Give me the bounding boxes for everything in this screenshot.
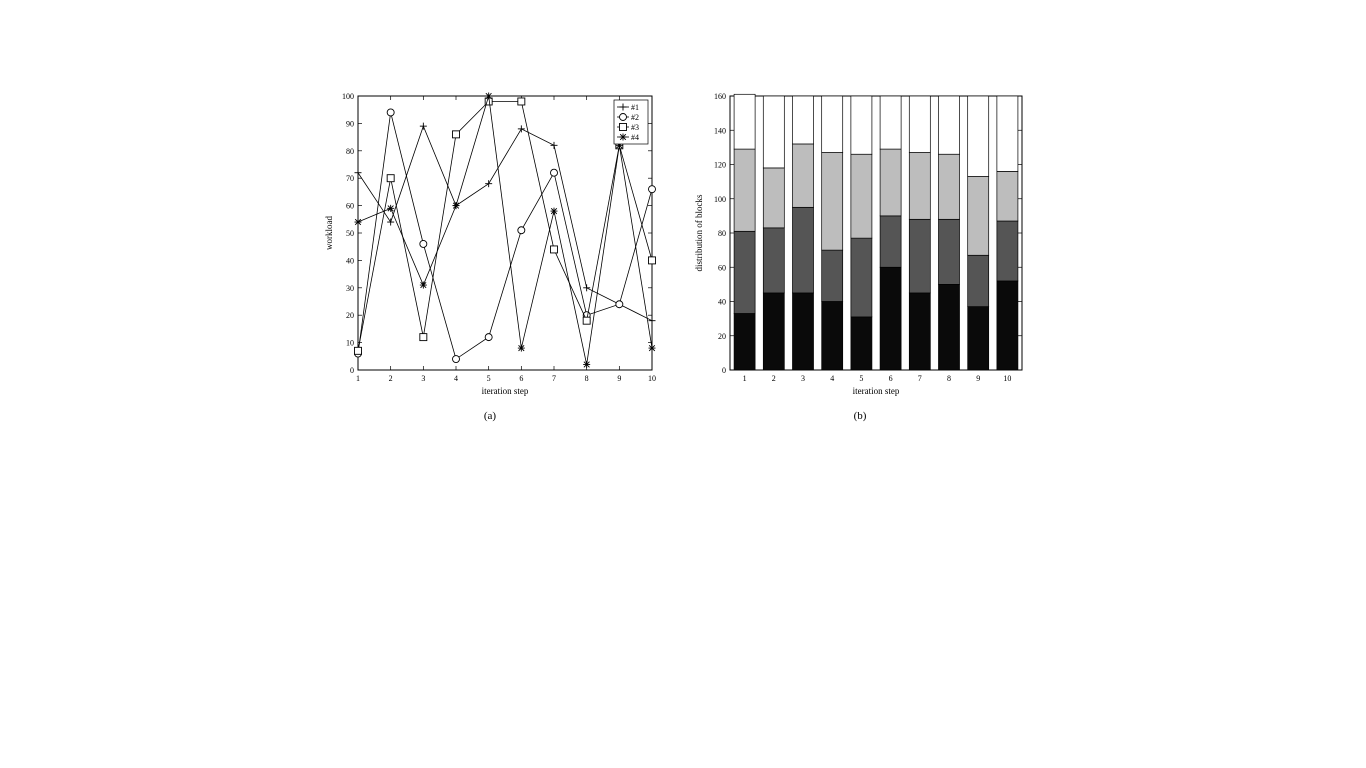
svg-text:9: 9: [617, 374, 621, 383]
subplot-label-b: (b): [854, 410, 867, 422]
svg-text:40: 40: [346, 256, 354, 265]
panel-a: 123456789100102030405060708090100iterati…: [320, 90, 660, 440]
svg-text:4: 4: [454, 374, 458, 383]
line-chart: 123456789100102030405060708090100iterati…: [320, 90, 660, 400]
svg-text:7: 7: [552, 374, 556, 383]
svg-text:20: 20: [346, 311, 354, 320]
bar-chart: 0 20 40 60 80 100 120 140 160 1 2 3 4 5 6 7 8 9 10 iteratio…: [690, 90, 1030, 400]
svg-text:5: 5: [487, 374, 491, 383]
svg-text:distribution of blocks: distribution of blocks: [694, 194, 704, 271]
svg-text:80: 80: [346, 147, 354, 156]
svg-text:30: 30: [346, 284, 354, 293]
svg-text:90: 90: [346, 119, 354, 128]
svg-text:6: 6: [519, 374, 523, 383]
svg-text:20: 20: [718, 332, 726, 341]
svg-text:70: 70: [346, 174, 354, 183]
svg-text:0: 0: [722, 366, 726, 375]
svg-text:8: 8: [947, 374, 951, 383]
svg-text:120: 120: [714, 161, 726, 170]
svg-text:5: 5: [859, 374, 863, 383]
svg-text:iteration step: iteration step: [482, 386, 529, 396]
svg-text:#1: #1: [631, 103, 639, 112]
svg-text:2: 2: [389, 374, 393, 383]
svg-text:#4: #4: [631, 133, 639, 142]
svg-text:9: 9: [976, 374, 980, 383]
svg-text:workload: workload: [324, 216, 334, 250]
svg-text:#2: #2: [631, 113, 639, 122]
svg-text:3: 3: [421, 374, 425, 383]
svg-text:3: 3: [801, 374, 805, 383]
svg-text:1: 1: [743, 374, 747, 383]
svg-text:7: 7: [918, 374, 922, 383]
svg-text:100: 100: [714, 195, 726, 204]
svg-text:10: 10: [648, 374, 656, 383]
svg-text:140: 140: [714, 126, 726, 135]
svg-text:60: 60: [346, 202, 354, 211]
svg-text:80: 80: [718, 229, 726, 238]
svg-text:4: 4: [830, 374, 834, 383]
panel-b: 0 20 40 60 80 100 120 140 160 1 2 3 4 5 6 7 8 9 10 iteratio…: [690, 90, 1030, 440]
figure-container: 123456789100102030405060708090100iterati…: [320, 90, 1040, 440]
svg-text:40: 40: [718, 298, 726, 307]
svg-text:1: 1: [356, 374, 360, 383]
svg-text:6: 6: [889, 374, 893, 383]
svg-text:100: 100: [342, 92, 354, 101]
svg-text:10: 10: [1003, 374, 1011, 383]
svg-text:160: 160: [714, 92, 726, 101]
svg-text:0: 0: [350, 366, 354, 375]
svg-text:#3: #3: [631, 123, 639, 132]
svg-text:10: 10: [346, 339, 354, 348]
subplot-label-a: (a): [484, 410, 496, 422]
svg-text:8: 8: [585, 374, 589, 383]
svg-text:60: 60: [718, 263, 726, 272]
svg-text:2: 2: [772, 374, 776, 383]
svg-text:50: 50: [346, 229, 354, 238]
svg-text:iteration step: iteration step: [853, 386, 900, 396]
